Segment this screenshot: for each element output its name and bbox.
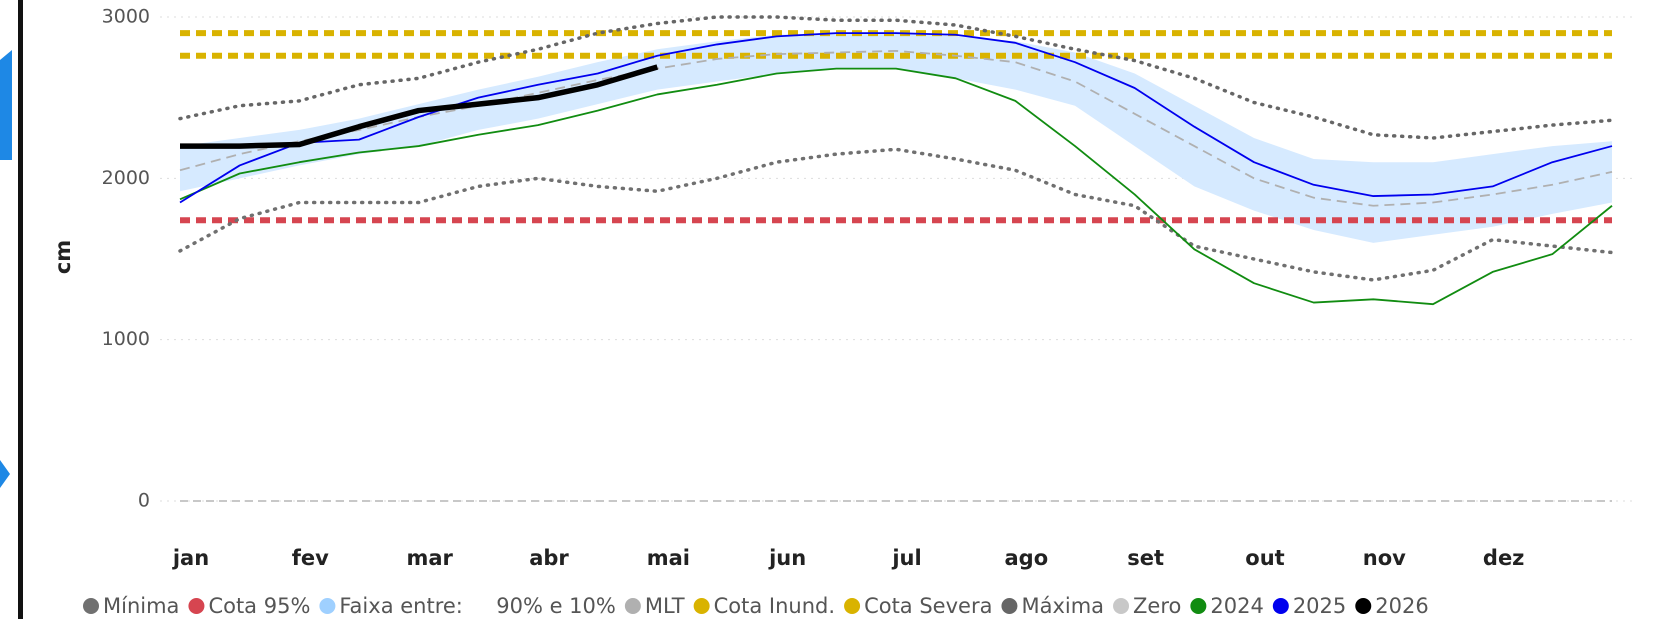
legend-marker — [624, 598, 641, 614]
x-tick-label: jul — [891, 546, 921, 570]
legend-marker — [1001, 598, 1018, 614]
legend-label: MLT — [645, 594, 685, 618]
x-tick-label: set — [1127, 546, 1164, 570]
x-tick-label: jan — [172, 546, 209, 570]
series-line — [180, 64, 659, 149]
legend-label: 2026 — [1375, 594, 1428, 618]
legend-marker — [319, 598, 336, 614]
x-tick-label: mai — [647, 546, 690, 570]
series-line — [179, 32, 1613, 204]
legend-label: Cota Inund. — [714, 594, 835, 618]
side-arrow — [0, 460, 10, 488]
legend-label: Faixa entre: 90% e 10% — [339, 594, 615, 618]
y-tick-label: 2000 — [102, 167, 150, 189]
legend-marker — [693, 598, 710, 614]
x-tick-label: jun — [768, 546, 806, 570]
legend-label: Cota 95% — [208, 594, 310, 618]
legend-marker — [188, 598, 205, 614]
legend-label: Máxima — [1021, 594, 1104, 618]
legend-label: Mínima — [103, 594, 179, 618]
x-tick-label: abr — [529, 546, 569, 570]
legend-label: Zero — [1133, 594, 1181, 618]
series-line — [178, 15, 1614, 140]
legend-label: 2024 — [1210, 594, 1263, 618]
legend-label: Cota Severa — [864, 594, 992, 618]
y-tick-label: 1000 — [102, 328, 150, 350]
side-arrow — [0, 50, 12, 160]
legend-marker — [83, 598, 99, 614]
x-tick-label: fev — [292, 546, 329, 570]
series-line — [179, 67, 1613, 306]
y-axis-label: cm — [51, 240, 75, 274]
x-tick-label: nov — [1363, 546, 1406, 570]
x-tick-label: out — [1245, 546, 1284, 570]
y-tick-label: 0 — [138, 490, 150, 512]
x-tick-label: ago — [1005, 546, 1049, 570]
legend-marker — [844, 598, 861, 614]
legend-label: 2025 — [1293, 594, 1346, 618]
series-line — [178, 147, 1614, 282]
x-tick-label: mar — [406, 546, 453, 570]
y-tick-label: 3000 — [102, 6, 150, 28]
legend-marker — [1355, 598, 1372, 614]
x-tick-label: dez — [1483, 546, 1525, 570]
legend-marker — [1113, 598, 1130, 614]
panel-border — [18, 0, 23, 619]
legend-marker — [1190, 598, 1207, 614]
legend-marker — [1272, 598, 1289, 614]
